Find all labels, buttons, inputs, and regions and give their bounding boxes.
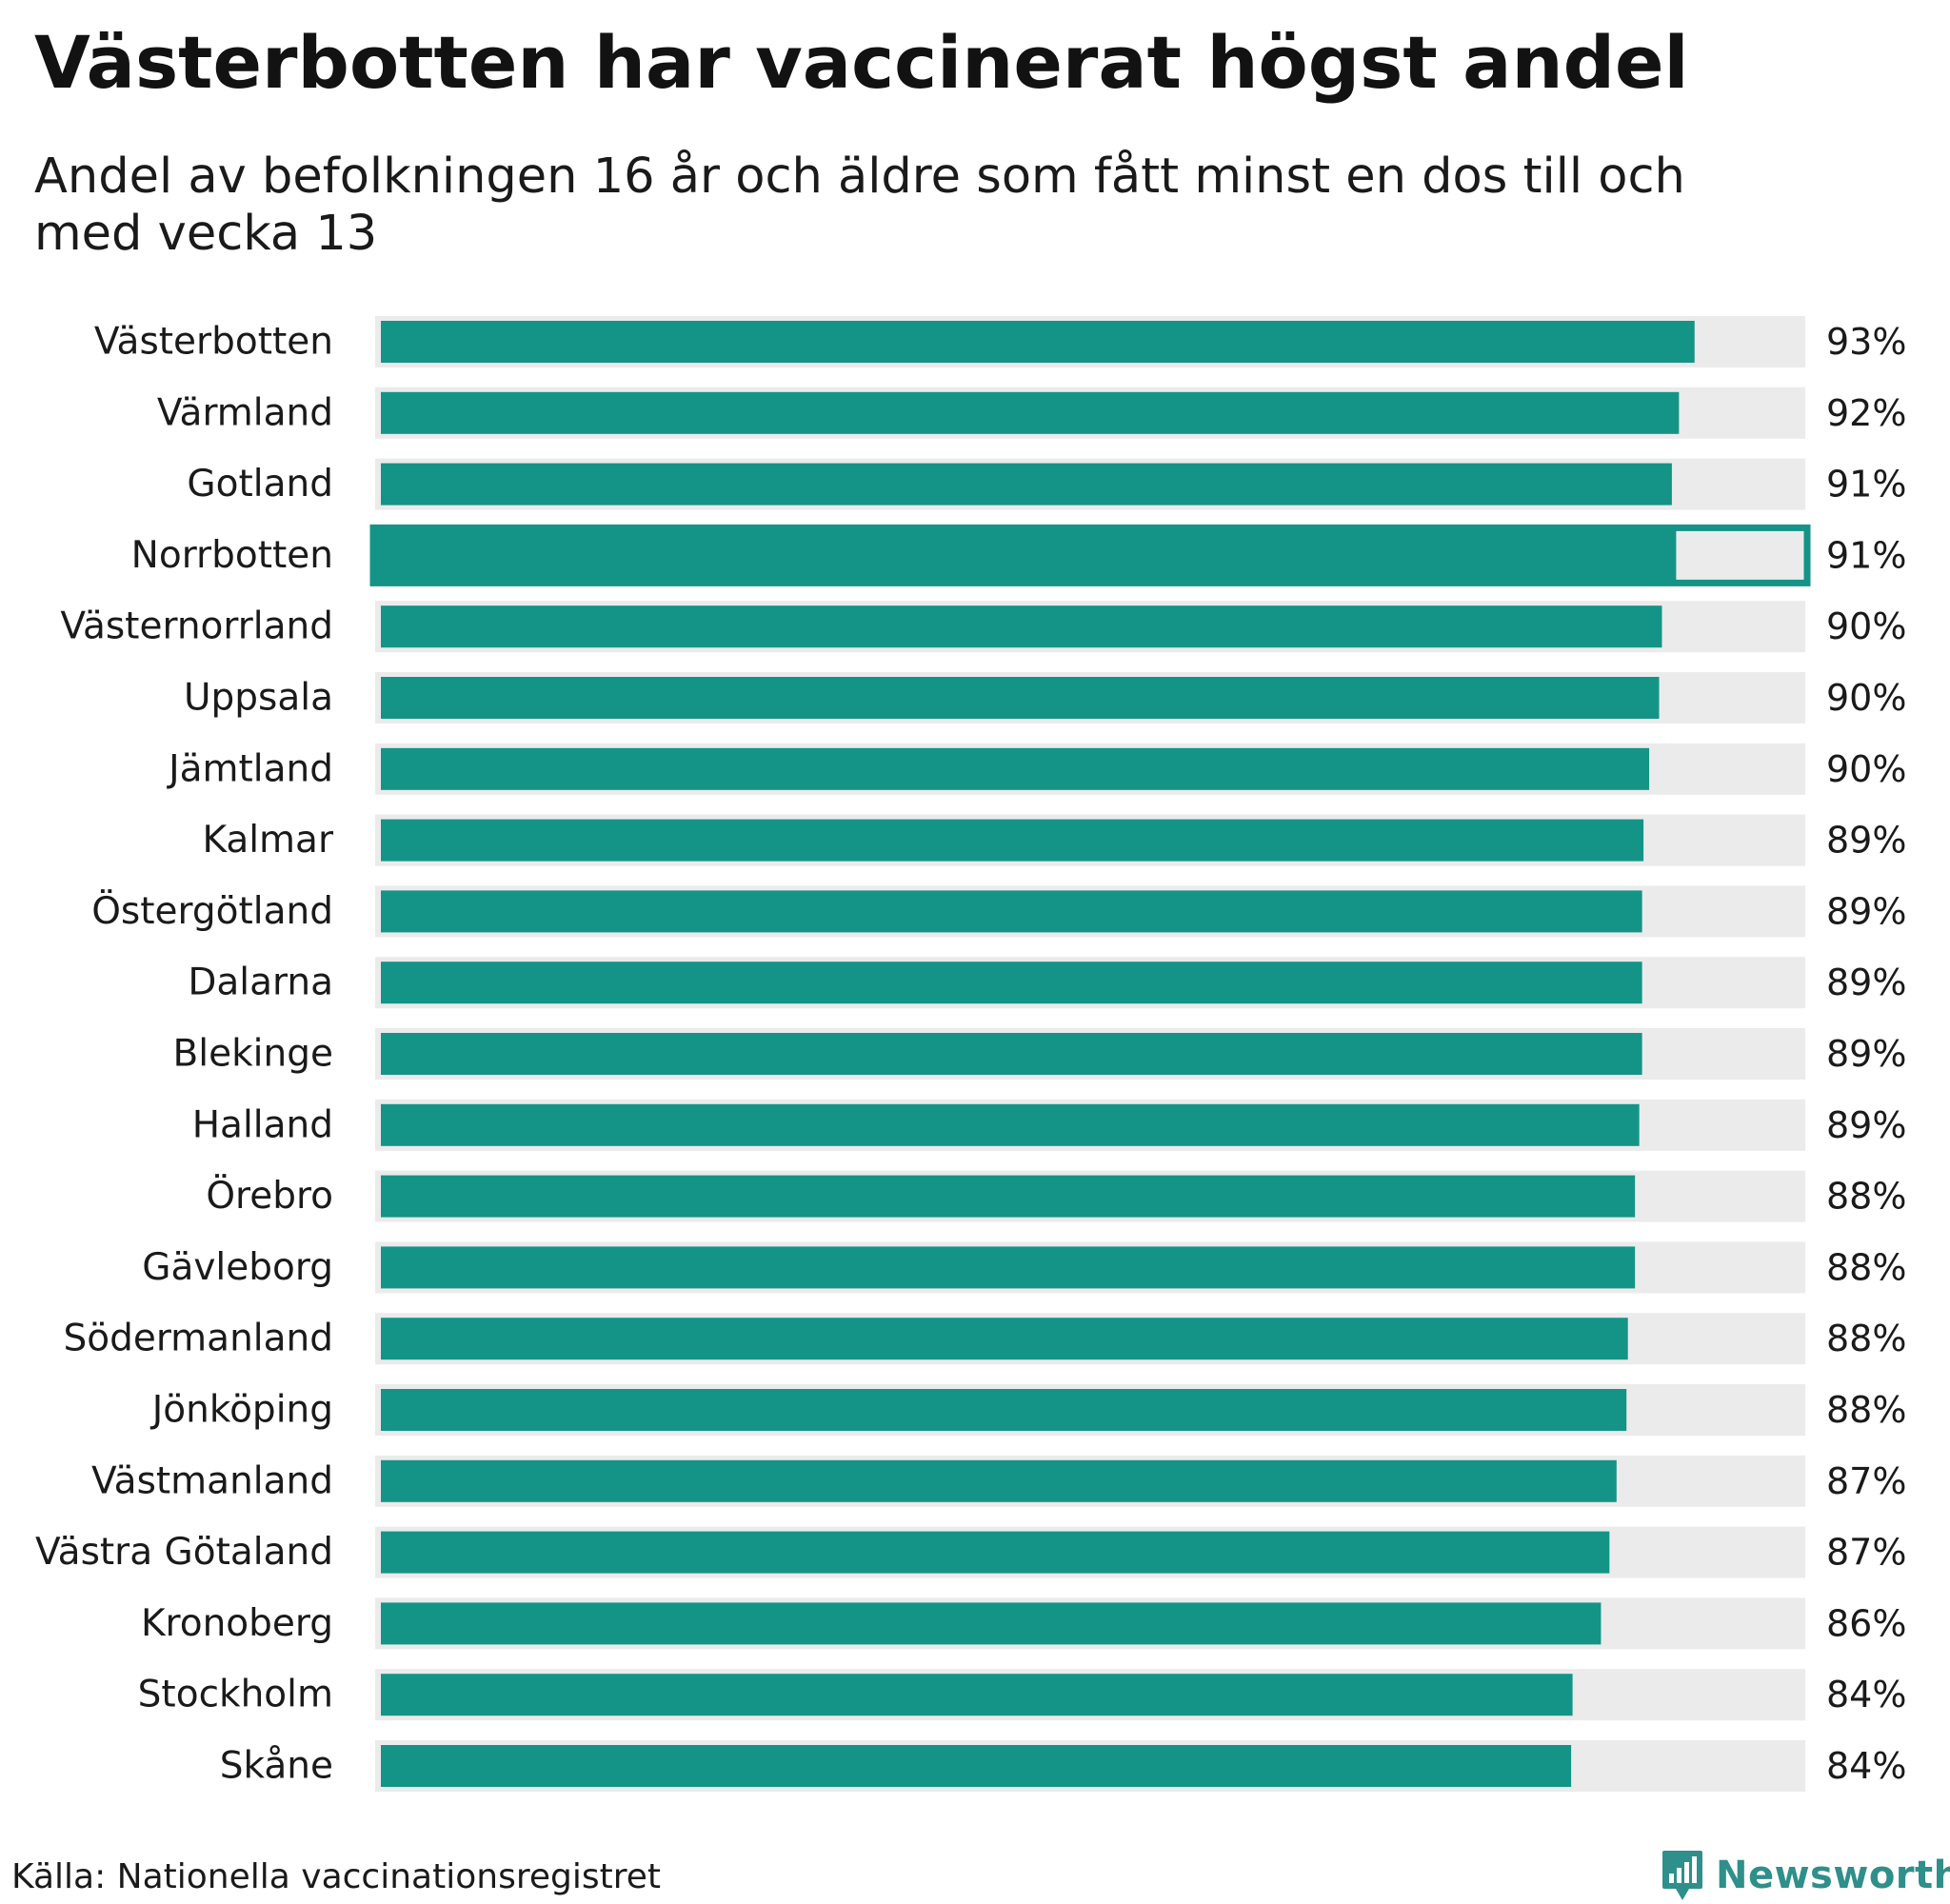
bar-row: Halland 89%: [192, 1099, 1906, 1151]
bar-row: Skåne 84%: [220, 1740, 1906, 1792]
value-label: 87%: [1826, 1460, 1906, 1502]
bar: [381, 1459, 1617, 1502]
bar: [381, 747, 1650, 790]
bar: [381, 463, 1672, 506]
value-label: 89%: [1826, 1033, 1906, 1075]
category-label: Värmland: [157, 391, 333, 434]
bar: [375, 529, 1677, 582]
category-label: Östergötland: [91, 889, 333, 933]
bar-row: Västra Götaland 87%: [35, 1526, 1906, 1578]
category-label: Dalarna: [188, 962, 333, 1004]
bar-row: Östergötland 89%: [91, 885, 1906, 938]
bar-row: Uppsala 90%: [184, 672, 1906, 724]
bar: [381, 1246, 1636, 1289]
category-label: Västmanland: [91, 1459, 333, 1502]
source-note: Källa: Nationella vaccinationsregistret: [11, 1857, 661, 1896]
highlight-frame: [369, 524, 1811, 586]
category-label: Norrbotten: [131, 534, 333, 577]
chart-title: Västerbotten har vaccinerat högst andel: [34, 20, 1689, 105]
category-label: Halland: [192, 1103, 333, 1146]
bar: [381, 1318, 1628, 1360]
category-label: Södermanland: [63, 1318, 333, 1360]
value-label: 84%: [1826, 1674, 1906, 1716]
bar-row: Värmland 92%: [157, 387, 1906, 439]
value-label: 91%: [1826, 464, 1906, 506]
bar-row: Södermanland 88%: [63, 1313, 1906, 1365]
category-label: Kalmar: [202, 819, 334, 862]
value-label: 89%: [1826, 890, 1906, 932]
category-label: Västerbotten: [94, 321, 333, 364]
value-label: 89%: [1826, 962, 1906, 1003]
bar: [381, 391, 1680, 434]
category-label: Gotland: [187, 463, 333, 506]
brand-logo: Newsworthy: [1661, 1847, 1950, 1904]
bar-row: Blekinge 89%: [173, 1028, 1906, 1080]
bar-chart-badge-icon: [1662, 1851, 1702, 1900]
bar-row: Västerbotten 93%: [94, 316, 1906, 367]
value-label: 86%: [1826, 1602, 1906, 1644]
category-label: Stockholm: [138, 1674, 333, 1716]
category-label: Skåne: [220, 1745, 333, 1788]
value-label: 89%: [1826, 1104, 1906, 1146]
bar-row: Dalarna 89%: [188, 957, 1906, 1009]
category-label: Västra Götaland: [35, 1531, 333, 1574]
bar: [381, 1745, 1572, 1787]
bar: [381, 890, 1642, 933]
category-label: Västernorrland: [60, 605, 333, 648]
bar: [381, 1389, 1627, 1431]
bar: [381, 321, 1695, 363]
bar: [381, 1674, 1573, 1716]
bar-chart: Västerbotten 93%Värmland 92%Gotland 91%Norr…: [35, 316, 1906, 1792]
chart-subtitle: Andel av befolkningen 16 år och äldre so…: [34, 149, 1685, 262]
value-label: 92%: [1826, 392, 1906, 434]
bar: [381, 1531, 1610, 1574]
brand-name: Newsworthy: [1716, 1854, 1950, 1897]
bar: [381, 605, 1662, 648]
bar-row: Västernorrland 90%: [60, 601, 1906, 653]
value-label: 91%: [1826, 534, 1906, 576]
bar-row: Kalmar 89%: [202, 814, 1906, 866]
category-label: Blekinge: [173, 1033, 333, 1076]
category-label: Gävleborg: [142, 1246, 333, 1289]
value-label: 84%: [1826, 1745, 1906, 1787]
bar-row: Norrbotten 91%: [131, 524, 1906, 586]
bar: [381, 819, 1644, 862]
category-label: Jönköping: [149, 1389, 333, 1432]
value-label: 88%: [1826, 1318, 1906, 1359]
bar: [381, 962, 1642, 1004]
category-label: Kronoberg: [141, 1602, 333, 1645]
category-label: Jämtland: [166, 747, 333, 790]
bar: [381, 1175, 1636, 1218]
bar-row: Gävleborg 88%: [142, 1241, 1906, 1294]
value-label: 90%: [1826, 605, 1906, 647]
bar: [381, 1103, 1640, 1146]
bar: [381, 1033, 1642, 1075]
value-label: 90%: [1826, 677, 1906, 719]
value-label: 89%: [1826, 820, 1906, 862]
value-label: 88%: [1826, 1389, 1906, 1431]
bar-row: Västmanland 87%: [91, 1455, 1906, 1507]
value-label: 87%: [1826, 1532, 1906, 1574]
value-label: 88%: [1826, 1176, 1906, 1218]
bar: [381, 677, 1660, 719]
category-label: Uppsala: [184, 677, 333, 720]
bar-row: Stockholm 84%: [138, 1669, 1906, 1721]
category-label: Örebro: [206, 1174, 333, 1218]
bar: [381, 1602, 1602, 1645]
bar-row: Gotland 91%: [187, 458, 1906, 510]
bar-row: Jönköping 88%: [149, 1384, 1906, 1436]
value-label: 88%: [1826, 1246, 1906, 1288]
bar-row: Örebro 88%: [206, 1170, 1906, 1222]
bar-row: Kronoberg 86%: [141, 1597, 1906, 1650]
bar-row: Jämtland 90%: [166, 743, 1906, 795]
value-label: 90%: [1826, 748, 1906, 790]
value-label: 93%: [1826, 321, 1906, 363]
